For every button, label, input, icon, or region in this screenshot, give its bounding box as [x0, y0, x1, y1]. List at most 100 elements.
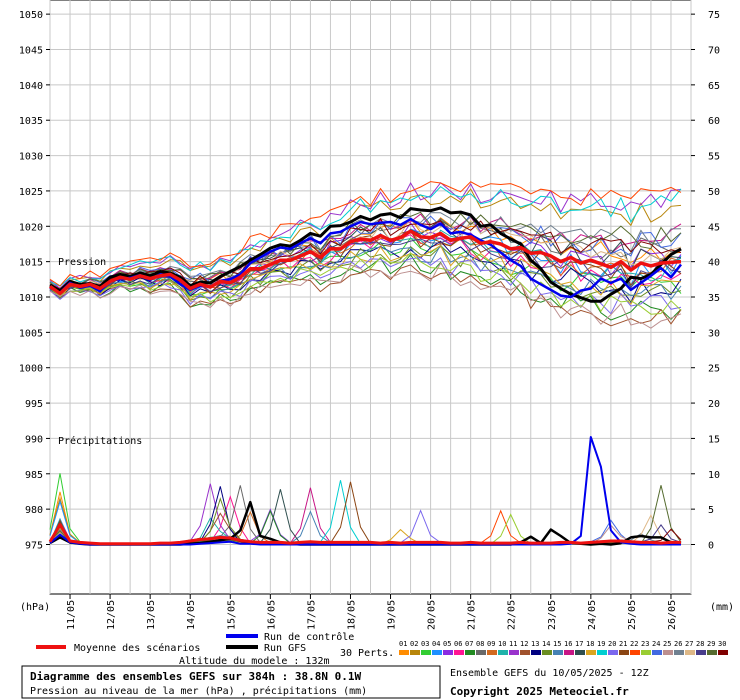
- chart-title: Diagramme des ensembles GEFS sur 384h : …: [30, 670, 362, 683]
- perturbation-swatch: [531, 650, 541, 655]
- perturbation-number: 16: [564, 640, 572, 648]
- perturbation-number: 26: [674, 640, 682, 648]
- right-tick-label: 40: [708, 258, 720, 269]
- x-tick-label: 12/05: [106, 600, 117, 630]
- perturbation-number: 28: [696, 640, 704, 648]
- mean-precip-line: [48, 523, 681, 546]
- perturbation-number: 09: [487, 640, 495, 648]
- perturbation-pressure-line: [49, 234, 682, 296]
- right-tick-label: 50: [708, 187, 720, 198]
- perturbation-swatch: [487, 650, 497, 655]
- perturbation-number: 12: [520, 640, 528, 648]
- perturbation-number: 06: [454, 640, 462, 648]
- perturbation-number: 24: [652, 640, 660, 648]
- right-tick-label: 60: [708, 116, 720, 127]
- perturbation-swatch: [608, 650, 618, 655]
- gfs-legend-label: Run GFS: [264, 643, 306, 654]
- run-label: Ensemble GEFS du 10/05/2025 - 12Z: [450, 668, 649, 679]
- copyright-label: Copyright 2025 Meteociel.fr: [450, 685, 629, 698]
- right-tick-label: 15: [708, 434, 720, 445]
- x-tick-label: 22/05: [507, 600, 518, 630]
- perturbation-number: 27: [685, 640, 693, 648]
- perturbation-number: 07: [465, 640, 473, 648]
- perturbation-number: 02: [410, 640, 418, 648]
- x-tick-label: 14/05: [186, 600, 197, 630]
- grid: [49, 0, 692, 594]
- title-box: [21, 665, 441, 699]
- right-tick-label: 65: [708, 81, 720, 92]
- perturbation-swatch: [509, 650, 519, 655]
- x-tick-label: 13/05: [146, 600, 157, 630]
- right-tick-label: 25: [708, 364, 720, 375]
- right-tick-label: 30: [708, 328, 720, 339]
- right-tick-label: 55: [708, 152, 720, 163]
- right-tick-label: 20: [708, 399, 720, 410]
- x-tick-label: 25/05: [627, 600, 638, 630]
- x-tick-label: 24/05: [587, 600, 598, 630]
- left-tick-label: 1045: [19, 46, 43, 57]
- perturbation-pressure-line: [49, 252, 682, 315]
- mean-legend-label: Moyenne des scénarios: [74, 642, 200, 654]
- left-tick-label: 975: [25, 541, 43, 552]
- perturbation-swatch: [498, 650, 508, 655]
- perturbation-number: 20: [608, 640, 616, 648]
- perturbation-lines: [49, 181, 682, 329]
- perturbation-number: 29: [707, 640, 715, 648]
- gfs-pressure-line: [49, 206, 682, 303]
- perturbation-number: 01: [399, 640, 407, 648]
- perturbation-swatch: [421, 650, 431, 655]
- perturbation-swatch: [520, 650, 530, 655]
- perturbation-number: 13: [531, 640, 539, 648]
- perturbation-swatch: [663, 650, 673, 655]
- x-tick-label: 26/05: [667, 600, 678, 630]
- perturbation-swatch: [619, 650, 629, 655]
- left-tick-label: 980: [25, 505, 43, 516]
- perturbation-number: 14: [542, 640, 550, 648]
- perturbation-pressure-line: [49, 262, 682, 329]
- right-tick-label: 75: [708, 10, 720, 21]
- perturbation-swatch: [685, 650, 695, 655]
- left-tick-label: 990: [25, 434, 43, 445]
- perturbation-number: 03: [421, 640, 429, 648]
- perts-legend-label: 30 Perts.: [340, 648, 394, 659]
- right-tick-label: 10: [708, 470, 720, 481]
- perturbation-swatch: [553, 650, 563, 655]
- perturbation-number: 23: [641, 640, 649, 648]
- perturbation-swatch: [542, 650, 552, 655]
- x-tick-label: 20/05: [427, 600, 438, 630]
- x-tick-label: 18/05: [346, 600, 357, 630]
- left-tick-label: 1010: [19, 293, 43, 304]
- x-tick-label: 21/05: [467, 600, 478, 630]
- perturbation-swatch: [597, 650, 607, 655]
- perturbation-number: 11: [509, 640, 517, 648]
- x-tick-label: 23/05: [547, 600, 558, 630]
- right-tick-label: 70: [708, 46, 720, 57]
- perturbation-swatch: [443, 650, 453, 655]
- x-tick-label: 17/05: [306, 600, 317, 630]
- left-tick-label: 1040: [19, 81, 43, 92]
- perturbation-swatch: [454, 650, 464, 655]
- left-axis-ticks: 1050 1045 1040 1035 1030 1025 1020 1015 1010 1005…: [19, 10, 50, 552]
- perturbation-swatch: [696, 650, 706, 655]
- left-tick-label: 1025: [19, 187, 43, 198]
- left-tick-label: 1005: [19, 328, 43, 339]
- precip-section-label: Précipitations: [58, 435, 142, 447]
- perturbation-pressure-line: [49, 181, 682, 287]
- left-axis-unit: (hPa): [20, 602, 50, 613]
- perturbation-pressure-line: [49, 245, 682, 305]
- perturbation-pressure-line: [49, 181, 682, 290]
- x-tick-label: 16/05: [266, 600, 277, 630]
- perturbation-number: 22: [630, 640, 638, 648]
- perturbation-number: 05: [443, 640, 451, 648]
- perturbation-pressure-line: [49, 264, 682, 327]
- left-tick-label: 1020: [19, 222, 43, 233]
- left-tick-label: 1050: [19, 10, 43, 21]
- left-tick-label: 985: [25, 470, 43, 481]
- x-tick-label: 15/05: [226, 600, 237, 630]
- perturbation-number: 30: [718, 640, 726, 648]
- perturbation-number: 15: [553, 640, 561, 648]
- perturbation-number: 18: [586, 640, 594, 648]
- perturbation-swatch: [399, 650, 409, 655]
- perturbation-legend: 01 02 03 04 05 06 07 08 09 10 11 12 13 14 15 16 17 18 19 20…: [399, 640, 728, 655]
